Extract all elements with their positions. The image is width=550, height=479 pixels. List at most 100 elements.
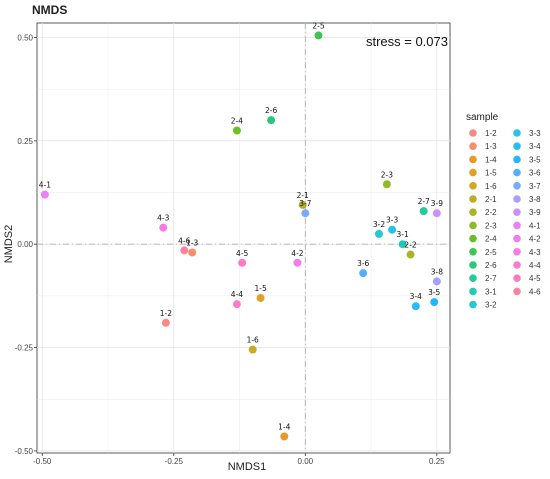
y-tick-label: -0.50 — [15, 447, 34, 456]
x-axis-title: NMDS1 — [228, 461, 267, 473]
legend-label-2-2: 2-2 — [485, 208, 497, 217]
legend-label-4-2: 4-2 — [529, 235, 541, 244]
legend-label-4-5: 4-5 — [529, 274, 541, 283]
point-label-3-6: 3-6 — [357, 259, 369, 268]
legend-label-3-5: 3-5 — [529, 155, 541, 164]
legend-label-2-7: 2-7 — [485, 274, 497, 283]
data-point-4-4 — [232, 300, 241, 309]
legend-label-4-4: 4-4 — [529, 261, 541, 270]
reference-lines — [37, 23, 450, 453]
y-tick-label: 0.50 — [17, 33, 33, 42]
data-point-4-5 — [238, 258, 247, 267]
data-points — [40, 31, 441, 441]
data-point-4-3 — [159, 223, 168, 232]
point-label-1-4: 1-4 — [278, 422, 290, 431]
point-label-2-1: 2-1 — [297, 191, 309, 200]
legend-key-3-9 — [513, 208, 521, 216]
y-tick-label: -0.25 — [15, 344, 34, 353]
point-label-4-5: 4-5 — [236, 249, 248, 258]
legend-label-4-6: 4-6 — [529, 287, 541, 296]
point-label-1-2: 1-2 — [160, 309, 172, 318]
data-point-3-5 — [430, 298, 439, 307]
legend-key-3-1 — [469, 287, 477, 296]
stress-annotation: stress = 0.073 — [366, 34, 448, 49]
x-tick-label: -0.25 — [165, 457, 184, 466]
legend-key-2-4 — [469, 234, 477, 243]
point-label-2-4: 2-4 — [231, 117, 243, 126]
legend-label-4-3: 4-3 — [529, 248, 541, 257]
x-axis-ticks: -0.50 -0.25 0.00 0.25 — [33, 453, 445, 466]
legend-label-2-1: 2-1 — [485, 195, 497, 204]
legend-key-4-3 — [513, 248, 521, 256]
legend-key-2-3 — [469, 221, 477, 230]
data-point-2-1 — [298, 200, 307, 209]
data-point-3-9 — [432, 209, 441, 218]
point-label-4-4: 4-4 — [231, 290, 243, 299]
legend-label-1-6: 1-6 — [485, 182, 497, 191]
legend-key-3-8 — [513, 195, 521, 203]
data-point-3-7 — [301, 209, 310, 218]
legend-key-1-4 — [469, 155, 477, 164]
point-label-2-5: 2-5 — [312, 21, 324, 30]
point-label-4-6: 4-6 — [178, 236, 190, 245]
legend-key-4-2 — [513, 234, 521, 243]
point-label-2-3: 2-3 — [381, 170, 393, 179]
legend-key-4-4 — [513, 261, 521, 269]
legend-key-2-1 — [469, 195, 477, 203]
legend-key-4-6 — [513, 287, 521, 296]
legend-label-4-1: 4-1 — [529, 221, 541, 230]
point-label-1-6: 1-6 — [247, 336, 259, 345]
data-point-3-8 — [432, 277, 441, 286]
legend-label-2-5: 2-5 — [485, 248, 497, 257]
data-point-2-4 — [232, 126, 241, 135]
point-label-2-2: 2-2 — [404, 241, 416, 250]
legend-label-2-4: 2-4 — [485, 235, 497, 244]
point-label-4-2: 4-2 — [291, 249, 303, 258]
data-point-4-2 — [293, 258, 302, 267]
point-label-3-1: 3-1 — [397, 230, 409, 239]
legend: sample 1-2 1-3 1-4 1-5 1-6 2-1 2-2 2-3 2-4 2-5 2-6… — [466, 112, 541, 310]
legend-key-3-6 — [513, 168, 521, 177]
legend-label-1-3: 1-3 — [485, 142, 497, 151]
x-tick-label: 0.25 — [429, 457, 445, 466]
data-point-4-6 — [180, 246, 189, 255]
point-label-4-3: 4-3 — [157, 214, 169, 223]
data-point-1-5 — [256, 293, 265, 302]
legend-label-3-8: 3-8 — [529, 195, 541, 204]
point-label-3-9: 3-9 — [431, 199, 443, 208]
point-label-3-8: 3-8 — [431, 267, 443, 276]
data-point-2-7 — [419, 207, 428, 216]
legend-key-3-3 — [513, 129, 521, 137]
x-tick-label: 0.00 — [298, 457, 314, 466]
data-point-1-6 — [248, 345, 257, 354]
data-point-1-4 — [280, 432, 289, 441]
point-label-1-3: 1-3 — [186, 238, 198, 247]
legend-label-1-2: 1-2 — [485, 129, 497, 138]
legend-key-3-5 — [513, 155, 521, 164]
legend-key-2-2 — [469, 208, 477, 216]
legend-key-3-7 — [513, 182, 521, 190]
legend-key-4-1 — [513, 221, 521, 230]
legend-label-2-6: 2-6 — [485, 261, 497, 270]
point-label-3-3: 3-3 — [386, 216, 398, 225]
plot-panel — [36, 22, 451, 454]
legend-label-1-5: 1-5 — [485, 169, 497, 178]
legend-label-3-1: 3-1 — [485, 287, 497, 296]
data-point-2-3 — [382, 180, 391, 189]
data-point-2-2 — [406, 250, 415, 259]
legend-label-2-3: 2-3 — [485, 221, 497, 230]
legend-title: sample — [466, 112, 499, 123]
data-point-2-5 — [314, 31, 323, 40]
y-tick-label: 0.00 — [17, 240, 33, 249]
legend-label-3-3: 3-3 — [529, 129, 541, 138]
point-label-1-5: 1-5 — [254, 284, 266, 293]
point-label-3-5: 3-5 — [428, 288, 440, 297]
data-point-1-2 — [161, 318, 170, 327]
legend-label-3-2: 3-2 — [485, 301, 497, 310]
data-point-1-3 — [188, 248, 197, 257]
legend-key-3-4 — [513, 142, 521, 150]
point-label-3-7: 3-7 — [299, 199, 311, 208]
legend-key-1-6 — [469, 182, 477, 190]
legend-label-3-9: 3-9 — [529, 208, 541, 217]
